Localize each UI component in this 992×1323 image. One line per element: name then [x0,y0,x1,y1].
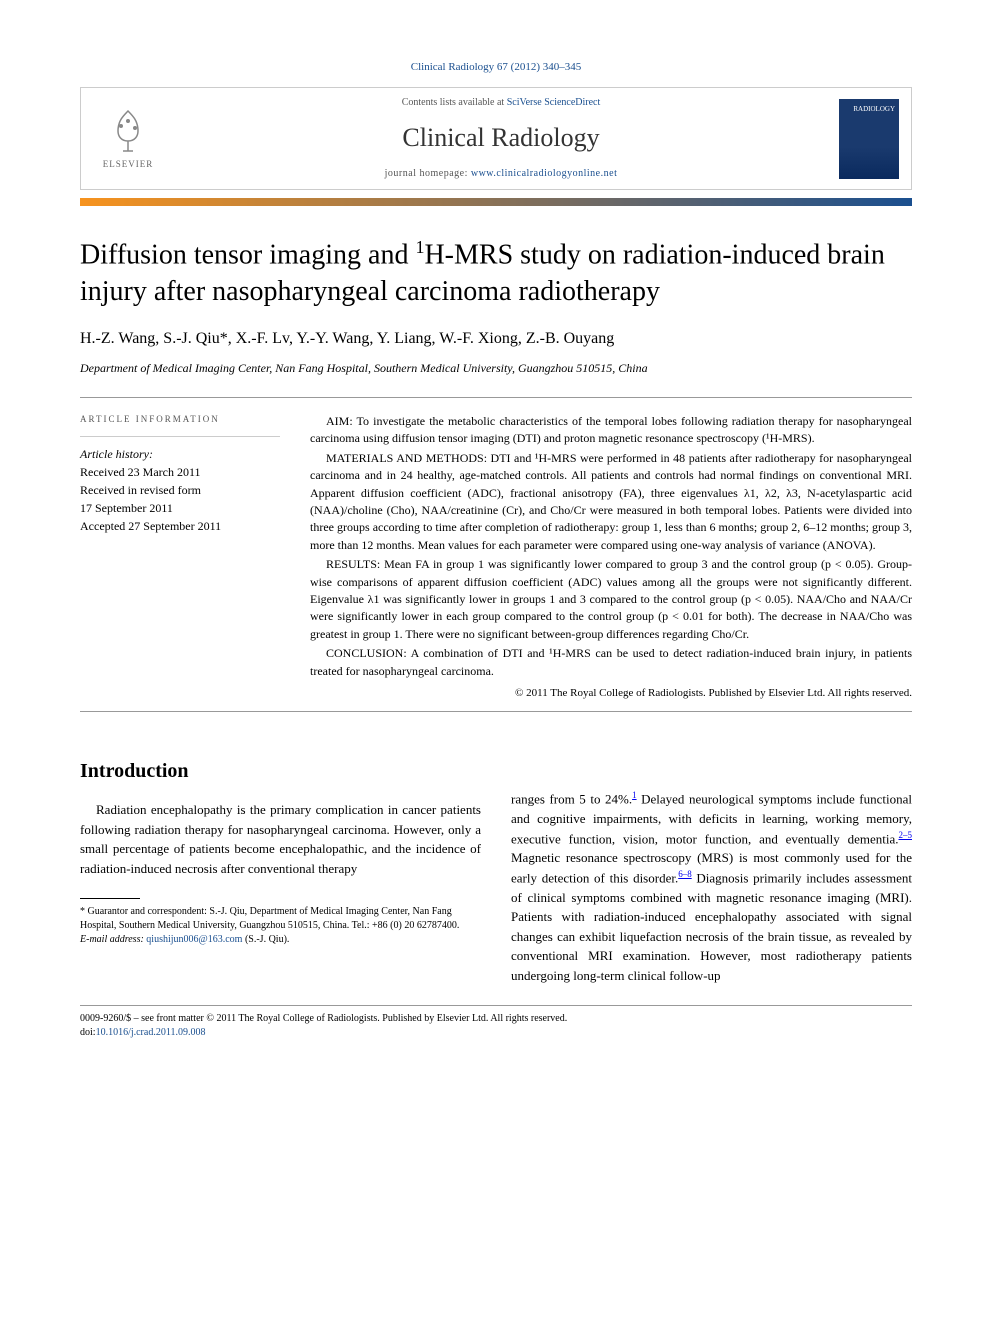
header-center: Contents lists available at SciVerse Sci… [163,96,839,180]
abstract-methods: MATERIALS AND METHODS: DTI and ¹H-MRS we… [310,450,912,554]
abstract-conclusion: CONCLUSION: A combination of DTI and ¹H-… [310,645,912,680]
email-suffix: (S.-J. Qiu). [242,934,289,945]
doi-link[interactable]: 10.1016/j.crad.2011.09.008 [96,1027,206,1038]
footer-doi-line: doi:10.1016/j.crad.2011.09.008 [80,1026,912,1040]
intro-para-2: ranges from 5 to 24%.1 Delayed neurologi… [511,789,912,985]
reference-link-2-5[interactable]: 2–5 [899,830,913,840]
publisher-name: ELSEVIER [103,158,154,171]
revised-line-1: Received in revised form [80,481,280,499]
gradient-accent-bar [80,198,912,206]
body-left-column: Introduction Radiation encephalopathy is… [80,727,481,985]
cover-label: RADIOLOGY [853,105,895,115]
author-list: H.-Z. Wang, S.-J. Qiu*, X.-F. Lv, Y.-Y. … [80,328,912,350]
accepted-date: Accepted 27 September 2011 [80,517,280,535]
footer-divider [80,1005,912,1006]
page-container: Clinical Radiology 67 (2012) 340–345 ELS… [0,0,992,1080]
doi-label: doi: [80,1027,96,1038]
info-divider [80,436,280,437]
abstract-results: RESULTS: Mean FA in group 1 was signific… [310,556,912,643]
article-info-heading: ARTICLE INFORMATION [80,413,280,426]
email-footnote: E-mail address: qiushijun006@163.com (S.… [80,933,481,947]
abstract-column: AIM: To investigate the metabolic charac… [310,413,912,701]
received-date: Received 23 March 2011 [80,463,280,481]
journal-cover-thumbnail[interactable]: RADIOLOGY [839,99,899,179]
sciencedirect-link[interactable]: SciVerse ScienceDirect [507,97,601,108]
footnote-divider [80,898,140,899]
divider-bottom [80,711,912,712]
introduction-heading: Introduction [80,757,481,785]
abstract-aim: AIM: To investigate the metabolic charac… [310,413,912,448]
homepage-prefix: journal homepage: [385,168,471,179]
elsevier-logo[interactable]: ELSEVIER [93,99,163,179]
para2-text-a: ranges from 5 to 24%. [511,792,632,807]
homepage-line: journal homepage: www.clinicalradiologyo… [163,167,839,181]
affiliation: Department of Medical Imaging Center, Na… [80,360,912,377]
info-abstract-row: ARTICLE INFORMATION Article history: Rec… [80,413,912,701]
corresponding-email-link[interactable]: qiushijun006@163.com [146,934,242,945]
contents-line: Contents lists available at SciVerse Sci… [163,96,839,110]
homepage-link[interactable]: www.clinicalradiologyonline.net [471,168,617,179]
abstract-copyright: © 2011 The Royal College of Radiologists… [310,686,912,701]
body-columns: Introduction Radiation encephalopathy is… [80,727,912,985]
article-title: Diffusion tensor imaging and 1H-MRS stud… [80,236,912,310]
title-part-1: Diffusion tensor imaging and [80,239,415,270]
history-label: Article history: [80,445,280,463]
citation-line: Clinical Radiology 67 (2012) 340–345 [80,60,912,75]
email-label: E-mail address: [80,934,146,945]
body-right-column: ranges from 5 to 24%.1 Delayed neurologi… [511,727,912,985]
intro-para-1: Radiation encephalopathy is the primary … [80,800,481,878]
journal-header-box: ELSEVIER Contents lists available at Sci… [80,87,912,189]
article-info-column: ARTICLE INFORMATION Article history: Rec… [80,413,280,701]
reference-link-6-8[interactable]: 6–8 [678,869,692,879]
contents-prefix: Contents lists available at [402,97,507,108]
footer-issn-line: 0009-9260/$ – see front matter © 2011 Th… [80,1012,912,1026]
divider-top [80,397,912,398]
journal-name: Clinical Radiology [163,120,839,156]
elsevier-tree-icon [103,106,153,156]
guarantor-footnote: * Guarantor and correspondent: S.-J. Qiu… [80,905,481,933]
revised-line-2: 17 September 2011 [80,499,280,517]
para2-text-d: Diagnosis primarily includes assessment … [511,870,912,983]
article-history: Article history: Received 23 March 2011 … [80,445,280,535]
